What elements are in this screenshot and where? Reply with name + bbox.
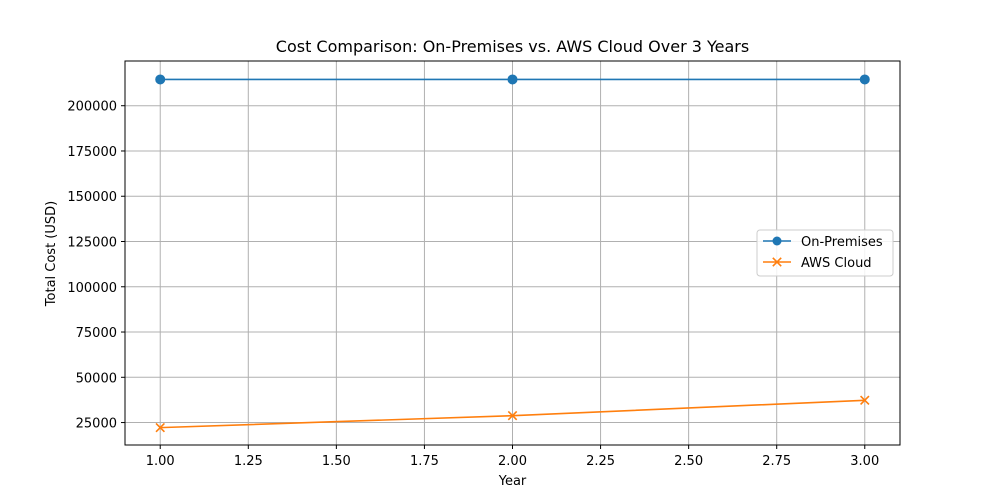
x-tick-label: 1.00	[146, 454, 175, 469]
legend-marker	[772, 257, 782, 267]
y-tick-label: 125000	[67, 236, 117, 251]
y-tick-label: 175000	[67, 145, 117, 160]
series-layer	[155, 74, 870, 433]
legend-label: On-Premises	[801, 235, 883, 250]
data-point	[507, 410, 518, 421]
chart-title: Cost Comparison: On-Premises vs. AWS Clo…	[276, 37, 749, 56]
y-tick-label: 150000	[67, 190, 117, 205]
x-tick-label: 2.75	[762, 454, 791, 469]
axes: 1.00 1.25 1.50 1.75 2.00 2.25 2.50 2.75 3.00 2500…	[67, 60, 901, 469]
x-tick-label: 1.50	[322, 454, 351, 469]
legend-marker	[772, 236, 782, 246]
x-tick-label: 1.75	[410, 454, 439, 469]
x-tick-label: 2.50	[674, 454, 703, 469]
data-point	[859, 74, 870, 85]
y-tick-label: 75000	[76, 326, 117, 341]
legend-label: AWS Cloud	[801, 256, 872, 271]
y-tick-label: 50000	[76, 371, 117, 386]
x-axis-label: Year	[498, 474, 527, 489]
x-tick-label: 2.00	[498, 454, 527, 469]
x-tick-label: 1.25	[234, 454, 263, 469]
data-point	[860, 395, 870, 406]
data-point	[155, 74, 166, 85]
legend: On-Premises AWS Cloud	[756, 229, 894, 277]
data-point	[507, 74, 518, 85]
y-tick-label: 200000	[67, 100, 117, 115]
y-axis-label: Total Cost (USD)	[44, 201, 59, 307]
x-tick-label: 2.25	[586, 454, 615, 469]
data-point	[155, 422, 165, 433]
y-tick-label: 100000	[67, 281, 117, 296]
x-tick-label: 3.00	[850, 454, 879, 469]
y-tick-label: 25000	[76, 417, 117, 432]
